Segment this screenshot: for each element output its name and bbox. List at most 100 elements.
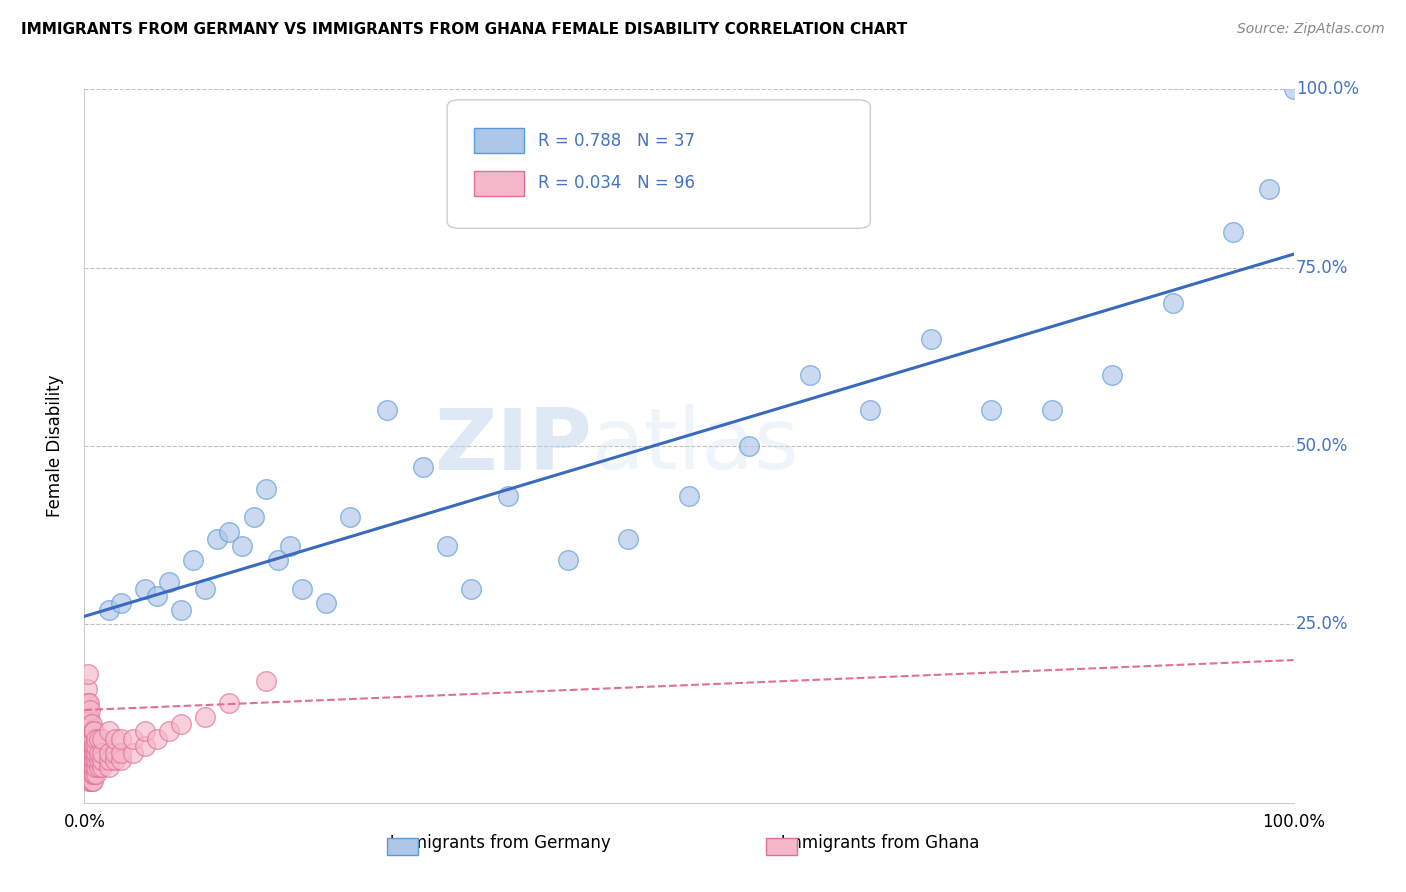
Point	[77, 739, 100, 753]
Point	[77, 710, 100, 724]
Point	[134, 724, 156, 739]
Point	[218, 696, 240, 710]
Text: Immigrants from Ghana: Immigrants from Ghana	[765, 834, 979, 852]
Point	[77, 767, 100, 781]
Point	[83, 746, 105, 760]
FancyBboxPatch shape	[474, 171, 524, 196]
Point	[91, 760, 114, 774]
Point	[76, 681, 98, 696]
Point	[104, 753, 127, 767]
FancyBboxPatch shape	[447, 100, 870, 228]
Point	[86, 746, 108, 760]
Point	[79, 731, 101, 746]
Point	[121, 746, 143, 760]
Point	[80, 746, 103, 760]
Point	[79, 774, 101, 789]
Point	[157, 724, 180, 739]
Point	[218, 524, 240, 539]
Point	[91, 746, 114, 760]
Point	[76, 696, 98, 710]
Point	[194, 710, 217, 724]
Point	[77, 767, 100, 781]
Point	[254, 674, 277, 689]
Point	[77, 774, 100, 789]
Point	[339, 510, 361, 524]
Point	[194, 582, 217, 596]
Point	[86, 753, 108, 767]
Point	[87, 753, 110, 767]
Point	[76, 760, 98, 774]
Point	[86, 739, 108, 753]
Point	[83, 767, 105, 781]
Point	[82, 724, 104, 739]
Point	[77, 731, 100, 746]
Point	[76, 731, 98, 746]
Point	[87, 746, 110, 760]
Point	[77, 739, 100, 753]
Point	[267, 553, 290, 567]
Point	[80, 717, 103, 731]
Point	[121, 731, 143, 746]
Point	[83, 753, 105, 767]
Point	[80, 739, 103, 753]
Point	[77, 753, 100, 767]
Point	[86, 767, 108, 781]
Point	[77, 731, 100, 746]
Point	[82, 760, 104, 774]
Text: R = 0.034   N = 96: R = 0.034 N = 96	[538, 175, 695, 193]
Point	[146, 731, 169, 746]
Point	[82, 767, 104, 781]
Point	[76, 753, 98, 767]
Point	[134, 582, 156, 596]
Point	[91, 731, 114, 746]
Point	[1161, 296, 1184, 310]
Point	[77, 696, 100, 710]
Point	[91, 753, 114, 767]
Text: atlas: atlas	[592, 404, 800, 488]
Point	[1101, 368, 1123, 382]
Point	[412, 460, 434, 475]
Point	[375, 403, 398, 417]
Point	[799, 368, 821, 382]
Text: 100.0%: 100.0%	[1296, 80, 1360, 98]
Point	[76, 746, 98, 760]
Point	[678, 489, 700, 503]
Point	[104, 731, 127, 746]
Point	[87, 731, 110, 746]
Text: IMMIGRANTS FROM GERMANY VS IMMIGRANTS FROM GHANA FEMALE DISABILITY CORRELATION C: IMMIGRANTS FROM GERMANY VS IMMIGRANTS FR…	[21, 22, 907, 37]
Point	[80, 767, 103, 781]
Point	[77, 710, 100, 724]
Point	[86, 760, 108, 774]
Point	[436, 539, 458, 553]
Point	[77, 696, 100, 710]
Point	[79, 767, 101, 781]
Point	[80, 760, 103, 774]
Point	[104, 746, 127, 760]
Point	[110, 731, 132, 746]
Point	[80, 753, 103, 767]
Point	[207, 532, 229, 546]
Text: 75.0%: 75.0%	[1296, 259, 1348, 277]
Point	[79, 746, 101, 760]
Text: Source: ZipAtlas.com: Source: ZipAtlas.com	[1237, 22, 1385, 37]
FancyBboxPatch shape	[474, 128, 524, 153]
Point	[97, 603, 120, 617]
Point	[738, 439, 761, 453]
Point	[157, 574, 180, 589]
Point	[76, 724, 98, 739]
Point	[77, 760, 100, 774]
Point	[83, 760, 105, 774]
Point	[82, 746, 104, 760]
Point	[97, 746, 120, 760]
Point	[77, 724, 100, 739]
Point	[79, 739, 101, 753]
Point	[77, 746, 100, 760]
Point	[617, 532, 640, 546]
Point	[79, 753, 101, 767]
Point	[97, 753, 120, 767]
Point	[87, 760, 110, 774]
Point	[920, 332, 942, 346]
Point	[83, 739, 105, 753]
Text: R = 0.788   N = 37: R = 0.788 N = 37	[538, 132, 695, 150]
Point	[80, 731, 103, 746]
